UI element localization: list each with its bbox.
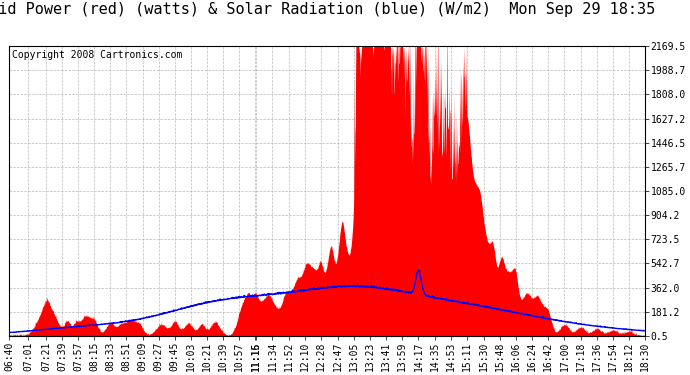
- Text: Grid Power (red) (watts) & Solar Radiation (blue) (W/m2)  Mon Sep 29 18:35: Grid Power (red) (watts) & Solar Radiati…: [0, 2, 655, 17]
- Text: Copyright 2008 Cartronics.com: Copyright 2008 Cartronics.com: [12, 50, 183, 60]
